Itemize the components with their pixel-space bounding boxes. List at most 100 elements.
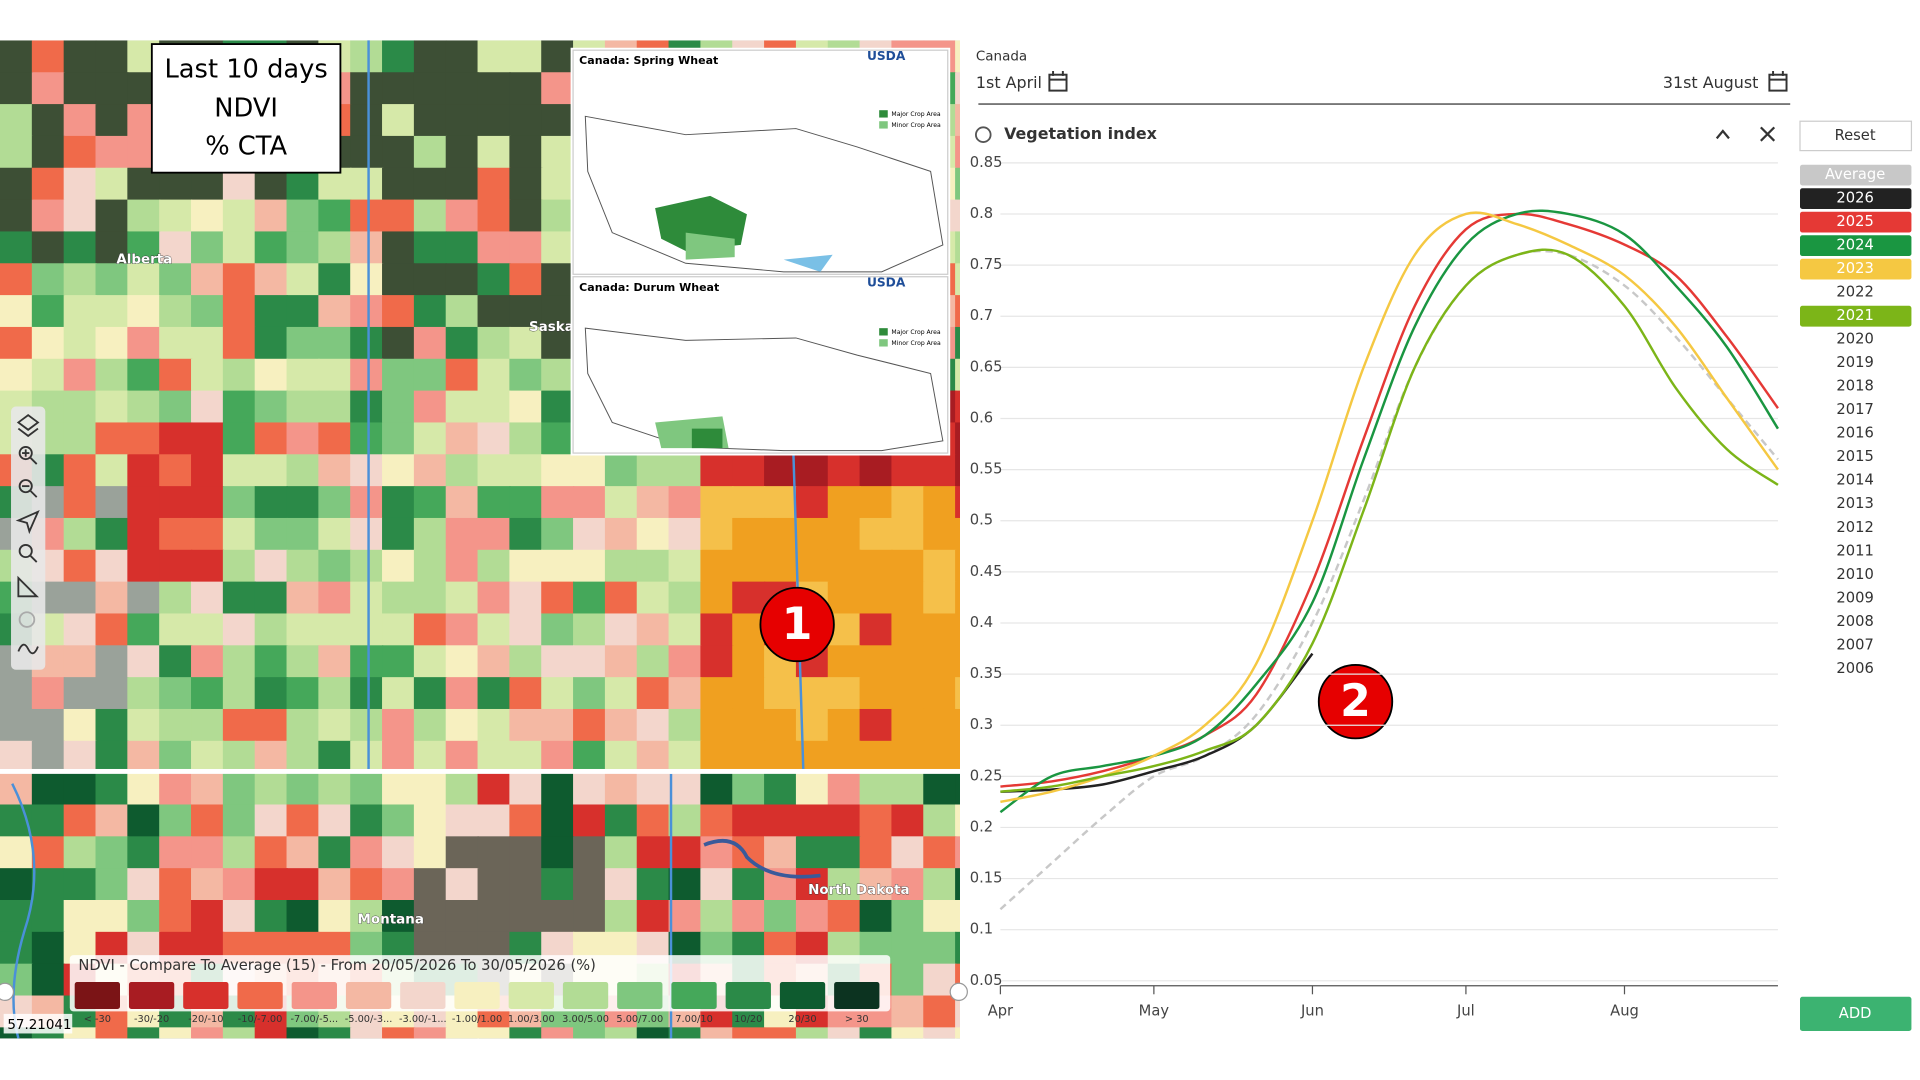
map-region: [891, 900, 925, 934]
map-region: [191, 868, 225, 902]
legend-label[interactable]: Average: [1825, 166, 1885, 183]
map-region: [127, 836, 161, 870]
map-region: [95, 804, 129, 838]
map-region: [286, 708, 320, 743]
map-region: [95, 900, 129, 934]
map-region: [700, 708, 734, 743]
map-region: [95, 167, 129, 201]
map-region: [318, 740, 352, 774]
end-date[interactable]: 31st August: [1663, 73, 1758, 92]
chart-controls: Canada 1st April 31st August Vegetation …: [975, 49, 1913, 1032]
map-region: [668, 868, 702, 902]
map-region: [222, 677, 256, 711]
map-region: [286, 740, 320, 774]
inset-water: [783, 254, 833, 272]
legend-label[interactable]: 2016: [1836, 425, 1873, 442]
calendar-icon[interactable]: [1048, 71, 1068, 92]
map-region: [127, 199, 161, 233]
map-region: [955, 295, 960, 329]
legend-label[interactable]: 2006: [1836, 660, 1873, 677]
map-region: [859, 900, 893, 934]
map-region: [159, 549, 193, 583]
y-tick-label: 0.4: [970, 614, 993, 631]
legend-label[interactable]: 2011: [1836, 542, 1873, 559]
map-region: [732, 836, 766, 870]
map-region: [350, 549, 384, 583]
measure-button[interactable]: [17, 575, 39, 598]
legend-label[interactable]: 2020: [1836, 331, 1873, 348]
legend-label[interactable]: 2026: [1836, 190, 1873, 207]
map-region: [541, 517, 575, 552]
zoom-in-button[interactable]: [18, 446, 38, 465]
calendar-icon[interactable]: [1768, 71, 1788, 92]
legend-label[interactable]: 2008: [1836, 613, 1873, 630]
map-region: [445, 199, 479, 233]
close-button[interactable]: [1760, 126, 1776, 142]
nav-left[interactable]: [0, 982, 15, 1002]
map-region: [127, 263, 161, 297]
map-region: [95, 772, 129, 806]
search-button[interactable]: [18, 543, 38, 563]
map-region: [0, 836, 34, 870]
collapse-button[interactable]: [1715, 129, 1730, 140]
map-region: [668, 645, 702, 679]
legend-item[interactable]: [1800, 258, 1912, 280]
map-region: [63, 868, 97, 902]
map-region: [509, 708, 543, 743]
map-region: [63, 772, 97, 806]
map-region: [732, 454, 766, 488]
legend-label[interactable]: 2022: [1836, 284, 1873, 301]
legend-swatch: [345, 982, 392, 1009]
legend-label[interactable]: 2024: [1836, 237, 1873, 254]
zoom-out-button[interactable]: [18, 479, 38, 498]
map-region: [318, 677, 352, 711]
locate-button[interactable]: [15, 510, 40, 535]
legend-item[interactable]: [1800, 164, 1912, 186]
reset-button[interactable]: [1799, 120, 1913, 152]
map-region: [159, 868, 193, 902]
legend-item[interactable]: [1800, 235, 1912, 257]
map-region: [286, 454, 320, 488]
map-region: [445, 804, 479, 838]
target-button[interactable]: [18, 611, 36, 628]
reset-label[interactable]: Reset: [1835, 127, 1876, 144]
legend-label[interactable]: 2019: [1836, 354, 1873, 371]
map-region: [700, 804, 734, 838]
legend-label[interactable]: 2018: [1836, 378, 1873, 395]
add-button[interactable]: [1800, 996, 1912, 1032]
nav-right[interactable]: [949, 982, 968, 1002]
map-region: [509, 804, 543, 838]
map-region: [668, 581, 702, 615]
legend-label[interactable]: 2013: [1836, 495, 1873, 512]
start-date[interactable]: 1st April: [976, 73, 1042, 92]
legend-label[interactable]: 2017: [1836, 401, 1873, 418]
map-region: [63, 486, 97, 520]
legend-label[interactable]: 2015: [1836, 448, 1873, 465]
legend-label[interactable]: 2010: [1836, 566, 1873, 583]
map-region: [891, 517, 925, 552]
legend-item[interactable]: [1800, 305, 1912, 327]
map-region: [764, 740, 798, 774]
map-region: [0, 358, 34, 392]
legend-label[interactable]: 2014: [1836, 472, 1873, 489]
map-region: [350, 613, 384, 647]
legend-label[interactable]: 2023: [1836, 260, 1873, 277]
map-region: [445, 358, 479, 392]
legend-item[interactable]: [1800, 211, 1912, 233]
markers: 1 2: [759, 586, 1394, 740]
add-label[interactable]: ADD: [1839, 1005, 1872, 1022]
legend-label[interactable]: 2012: [1836, 519, 1873, 536]
legend-label[interactable]: 2009: [1836, 589, 1873, 606]
legend-swatch: [237, 982, 283, 1009]
y-tick-label: 0.15: [970, 870, 1003, 887]
legend-label[interactable]: 2025: [1836, 213, 1873, 230]
map-region: [286, 645, 320, 679]
map-region: [318, 231, 352, 265]
legend-label[interactable]: 2007: [1836, 636, 1873, 653]
map-region: [891, 645, 925, 679]
draw-button[interactable]: [17, 643, 39, 655]
map-region: [254, 772, 288, 806]
legend-item[interactable]: [1800, 188, 1912, 210]
layers-button[interactable]: [16, 413, 40, 438]
legend-label[interactable]: 2021: [1836, 307, 1873, 324]
